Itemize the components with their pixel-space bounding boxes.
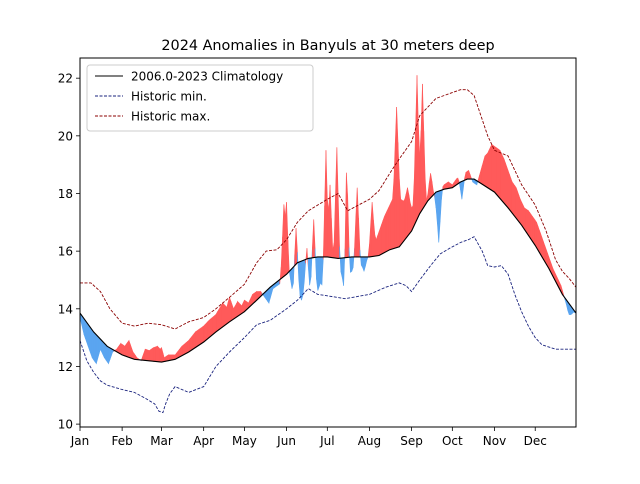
x-tick-label: May [232, 434, 257, 448]
legend-item-historic-min-label: Historic min. [131, 90, 207, 104]
x-tick-label: Aug [358, 434, 381, 448]
historic-min-line [79, 236, 576, 414]
x-tick-label: Nov [483, 434, 506, 448]
x-tick-label: Sep [400, 434, 423, 448]
x-tick-label: Mar [150, 434, 173, 448]
plot-frame [79, 57, 577, 428]
x-tick-label: Jan [70, 434, 90, 448]
y-tick-label: 16 [58, 245, 73, 259]
legend-box [86, 64, 314, 132]
chart-title: 2024 Anomalies in Banyuls at 30 meters d… [161, 38, 494, 54]
series-lines [79, 89, 577, 414]
legend: 2006.0-2023 Climatology Historic min. Hist… [86, 64, 314, 132]
y-tick-label: 22 [58, 72, 73, 86]
x-axis: Jan Feb Mar Apr May Jun Jul Aug Sep Oct Nov Dec [70, 427, 547, 448]
legend-item-historic-max-label: Historic max. [131, 110, 210, 124]
x-tick-label: Apr [193, 434, 214, 448]
y-tick-label: 18 [58, 187, 73, 201]
cold-anomaly-segment [321, 256, 324, 285]
warm-anomaly-segment [287, 240, 290, 274]
x-tick-label: Oct [442, 434, 463, 448]
climatology-line [79, 178, 577, 363]
legend-item-climatology-label: 2006.0-2023 Climatology [131, 70, 283, 84]
y-tick-label: 10 [58, 418, 73, 432]
x-tick-label: Jul [319, 434, 334, 448]
y-tick-label: 14 [58, 302, 73, 316]
y-axis: 10 12 14 16 18 20 22 [58, 72, 80, 432]
y-tick-label: 12 [58, 360, 73, 374]
y-tick-label: 20 [58, 129, 73, 143]
x-tick-label: Dec [524, 434, 547, 448]
x-tick-label: Feb [112, 434, 133, 448]
historic-max-line [80, 89, 577, 330]
cold-anomaly-segment [366, 256, 369, 261]
x-tick-label: Jun [276, 434, 296, 448]
